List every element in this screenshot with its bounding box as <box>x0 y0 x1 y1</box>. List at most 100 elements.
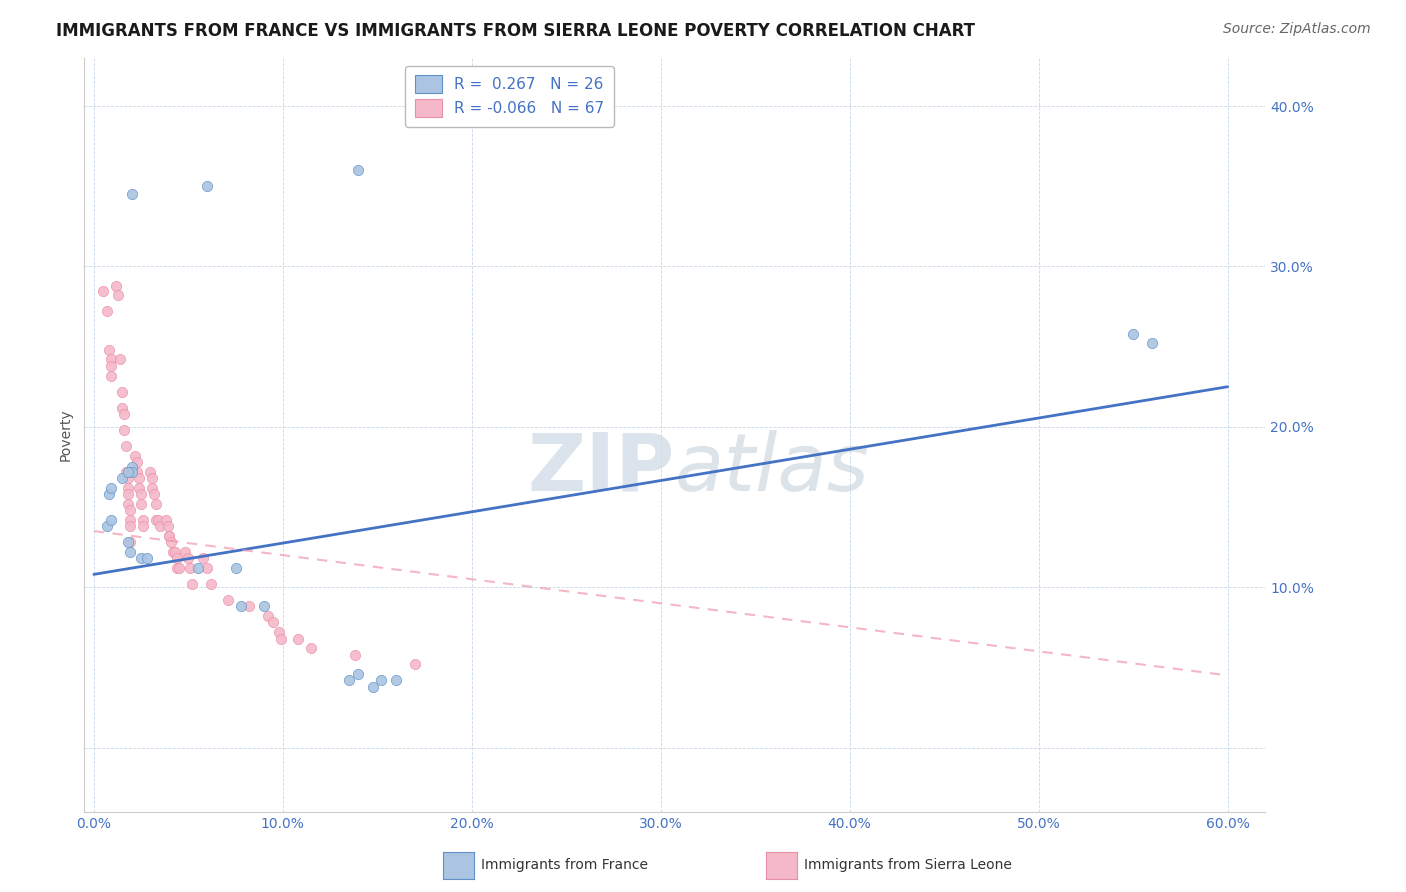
Point <box>129 497 152 511</box>
Text: IMMIGRANTS FROM FRANCE VS IMMIGRANTS FROM SIERRA LEONE POVERTY CORRELATION CHART: IMMIGRANTS FROM FRANCE VS IMMIGRANTS FRO… <box>56 22 976 40</box>
Point <box>157 529 180 543</box>
Point <box>111 471 134 485</box>
Point <box>117 471 139 485</box>
Point <box>267 625 290 640</box>
Point <box>121 459 143 474</box>
Point <box>200 577 222 591</box>
Text: Immigrants from Sierra Leone: Immigrants from Sierra Leone <box>804 858 1012 872</box>
Point <box>100 513 122 527</box>
Point <box>100 352 122 367</box>
Point <box>270 632 292 646</box>
Point <box>97 343 120 357</box>
Point <box>129 487 152 501</box>
Point <box>117 481 139 495</box>
Point <box>217 593 239 607</box>
Point <box>347 163 370 178</box>
Point <box>262 615 284 630</box>
Point <box>343 648 366 662</box>
Point <box>141 481 163 495</box>
Point <box>117 465 139 479</box>
Point <box>149 519 172 533</box>
Point <box>141 471 163 485</box>
Point <box>111 384 134 399</box>
Point <box>115 465 138 479</box>
Point <box>287 632 309 646</box>
Point <box>299 641 322 656</box>
Point <box>121 187 143 202</box>
Point <box>135 551 157 566</box>
Point <box>117 497 139 511</box>
Point <box>156 519 179 533</box>
Point <box>118 519 141 533</box>
Text: Source: ZipAtlas.com: Source: ZipAtlas.com <box>1223 22 1371 37</box>
Point <box>111 401 134 415</box>
Point <box>128 481 150 495</box>
Point <box>127 455 149 469</box>
Point <box>112 407 135 421</box>
Point <box>181 577 204 591</box>
Legend: R =  0.267   N = 26, R = -0.066   N = 67: R = 0.267 N = 26, R = -0.066 N = 67 <box>405 66 613 127</box>
Point <box>132 519 155 533</box>
Text: atlas: atlas <box>675 430 870 508</box>
Point <box>100 359 122 373</box>
Point <box>165 545 187 559</box>
Point <box>112 423 135 437</box>
Point <box>1140 336 1163 351</box>
Point <box>193 551 215 566</box>
Point <box>337 673 360 688</box>
Point <box>173 545 195 559</box>
Point <box>195 561 218 575</box>
Point <box>100 368 122 383</box>
Point <box>1122 326 1144 341</box>
Point <box>166 561 188 575</box>
Point <box>129 551 152 566</box>
Point <box>127 465 149 479</box>
Point <box>118 535 141 549</box>
Point <box>132 513 155 527</box>
Point <box>155 513 177 527</box>
Point <box>363 680 385 694</box>
Y-axis label: Poverty: Poverty <box>59 409 73 461</box>
Point <box>167 561 190 575</box>
Point <box>91 284 114 298</box>
Point <box>370 673 392 688</box>
Point <box>385 673 408 688</box>
Point <box>145 497 167 511</box>
Point <box>146 513 169 527</box>
Point <box>96 519 118 533</box>
Point <box>107 288 129 302</box>
Point <box>105 278 128 293</box>
Point <box>118 513 141 527</box>
Point <box>177 551 200 566</box>
Point <box>121 465 143 479</box>
Point <box>110 352 132 367</box>
Point <box>157 529 180 543</box>
Text: ZIP: ZIP <box>527 430 675 508</box>
Point <box>115 439 138 453</box>
Point <box>195 179 218 194</box>
Point <box>124 449 146 463</box>
Point <box>100 481 122 495</box>
Point <box>179 561 201 575</box>
Point <box>162 545 184 559</box>
Point <box>117 487 139 501</box>
Point <box>143 487 166 501</box>
Point <box>187 561 209 575</box>
Point <box>97 487 120 501</box>
Point <box>145 513 167 527</box>
Point <box>139 465 162 479</box>
Point <box>238 599 260 614</box>
Point <box>347 666 370 681</box>
Point <box>253 599 276 614</box>
Point <box>166 551 188 566</box>
Point <box>128 471 150 485</box>
Point <box>118 503 141 517</box>
Point <box>225 561 247 575</box>
Point <box>96 304 118 318</box>
Point <box>160 535 183 549</box>
Point <box>256 609 278 624</box>
Point <box>118 545 141 559</box>
Point <box>404 657 426 672</box>
Point <box>231 599 253 614</box>
Point <box>117 535 139 549</box>
